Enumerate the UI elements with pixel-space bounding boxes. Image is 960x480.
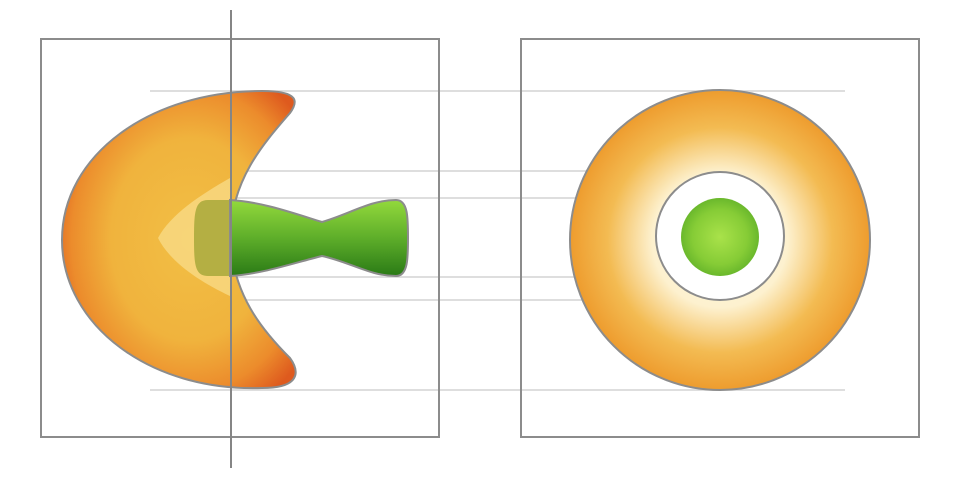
top-view [520, 38, 920, 438]
green-core [681, 198, 759, 276]
side-view [40, 10, 440, 468]
top-view-frame [520, 38, 920, 438]
green-stem [229, 198, 409, 278]
green-stem-inner [194, 200, 230, 276]
side-view-frame [40, 38, 440, 438]
